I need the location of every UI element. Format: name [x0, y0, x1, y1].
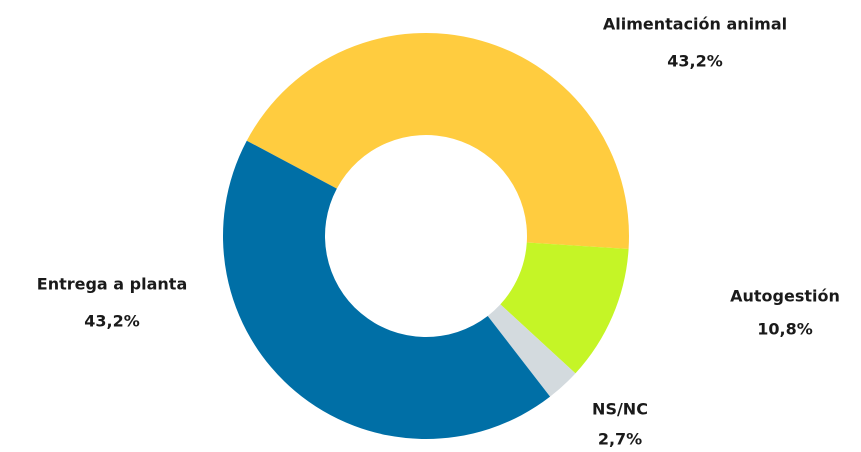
- category-label: Autogestión: [730, 287, 840, 306]
- value-label: 43,2%: [667, 52, 723, 71]
- donut-segment: [487, 304, 576, 397]
- value-label: 2,7%: [598, 430, 642, 449]
- category-label: NS/NC: [592, 400, 648, 419]
- category-label: Entrega a planta: [37, 275, 187, 294]
- category-label: Alimentación animal: [603, 15, 787, 34]
- donut-segment: [500, 242, 629, 374]
- donut-segment: [246, 33, 629, 250]
- value-label: 43,2%: [84, 312, 140, 331]
- value-label: 10,8%: [757, 320, 813, 339]
- donut-segment: [222, 140, 551, 439]
